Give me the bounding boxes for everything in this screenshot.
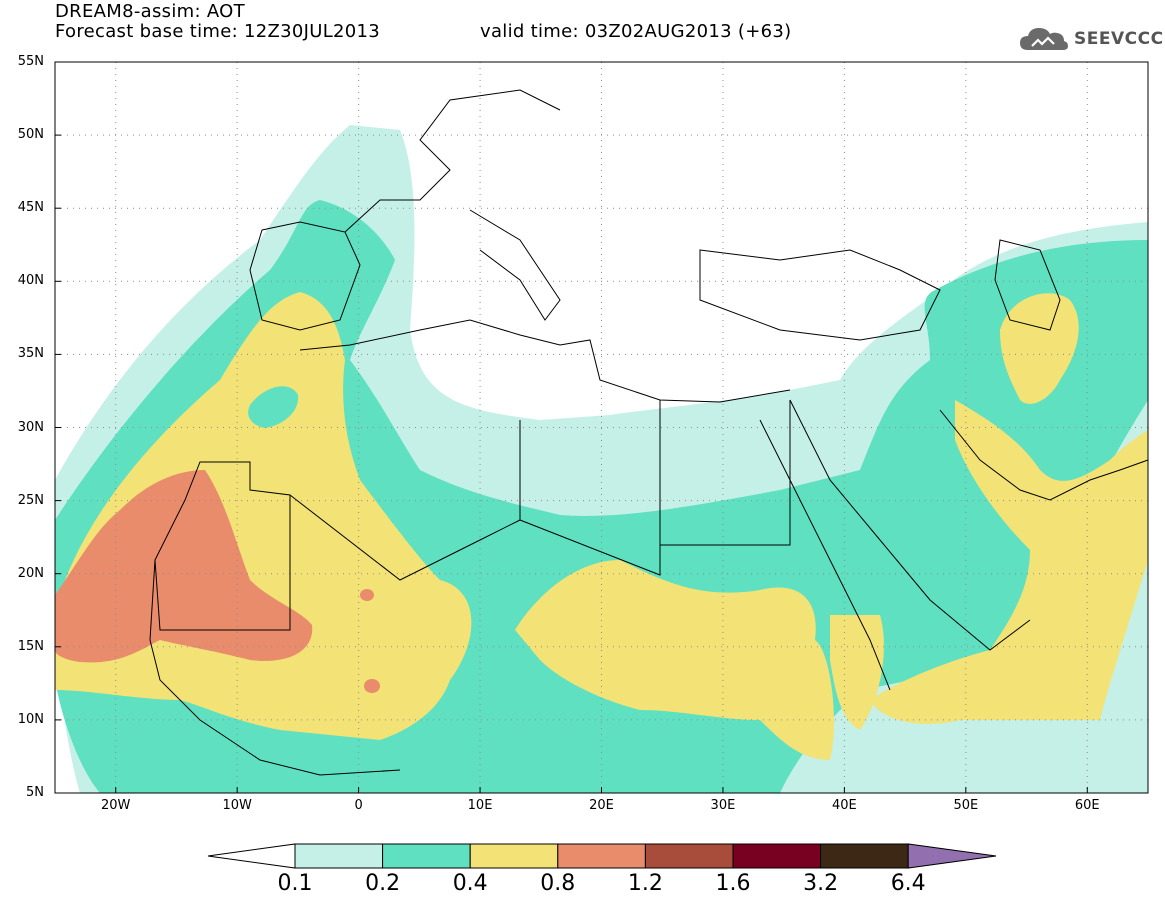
- lat-label: 5N: [26, 785, 44, 800]
- colorbar-label: 1.2: [627, 871, 663, 896]
- lon-label: 20E: [589, 798, 614, 813]
- aot-contour-0.2-atlas: [248, 386, 299, 428]
- lat-label: 20N: [17, 565, 44, 581]
- colorbar: [207, 843, 997, 869]
- aot-contour-0.8-spot1: [360, 589, 374, 601]
- lat-label: 40N: [17, 273, 44, 289]
- colorbar-label: 1.6: [715, 871, 751, 896]
- valid-time: valid time: 03Z02AUG2013 (+63): [480, 21, 792, 42]
- colorbar-label: 0.1: [277, 871, 313, 896]
- forecast-base-time: Forecast base time: 12Z30JUL2013: [55, 21, 381, 42]
- lat-label: 10N: [17, 711, 44, 727]
- aot-contour-0.8: [55, 470, 313, 663]
- lon-label: 10W: [222, 798, 252, 813]
- lat-label: 30N: [17, 419, 44, 435]
- colorbar-swatch: [644, 843, 734, 869]
- colorbar-swatch: [469, 843, 559, 869]
- colorbar-label: 0.2: [365, 871, 401, 896]
- colorbar-swatch: [294, 843, 384, 869]
- aot-contour-0.8-spot2: [364, 679, 380, 693]
- lon-label: 0: [354, 798, 363, 813]
- logo-text: SEEVCCC: [1074, 29, 1164, 49]
- lon-label: 60E: [1074, 798, 1100, 813]
- lon-label: 30E: [710, 798, 736, 813]
- lat-label: 50N: [17, 127, 44, 143]
- lat-label: 35N: [17, 346, 44, 362]
- colorbar-swatch: [820, 843, 909, 869]
- cloud-icon: [1020, 28, 1068, 50]
- aot-contour-0.4-central: [515, 560, 835, 760]
- tick-marks: [55, 61, 1088, 794]
- graticule: [55, 62, 1148, 793]
- colorbar-swatch: [557, 843, 646, 869]
- colorbar-under-arrow: [207, 843, 296, 869]
- colorbar-label: 0.4: [452, 871, 488, 896]
- colorbar-label: 3.2: [803, 871, 839, 896]
- lat-label: 15N: [17, 638, 44, 654]
- map-title: DREAM8-assim: AOT: [55, 1, 245, 22]
- seevccc-logo: SEEVCCC: [1018, 24, 1164, 54]
- colorbar-swatch: [382, 843, 471, 869]
- lat-label: 55N: [17, 54, 44, 69]
- colorbar-swatch: [732, 843, 822, 869]
- lon-label: 20W: [101, 798, 131, 813]
- colorbar-label: 0.8: [540, 871, 576, 896]
- colorbar-over-arrow: [907, 843, 997, 869]
- lat-label: 25N: [17, 492, 44, 508]
- lat-label: 45N: [17, 200, 44, 216]
- lon-label: 10E: [467, 798, 493, 813]
- lon-label: 50E: [953, 798, 979, 813]
- colorbar-label: 6.4: [890, 871, 926, 896]
- aot-contour-0.4-arabia: [870, 400, 1148, 724]
- aot-contour-0.4-caspian: [1000, 293, 1079, 404]
- lon-label: 40E: [831, 798, 857, 813]
- country-borders: [149, 89, 1148, 776]
- aot-contour-0.4-ethiopia: [830, 615, 884, 730]
